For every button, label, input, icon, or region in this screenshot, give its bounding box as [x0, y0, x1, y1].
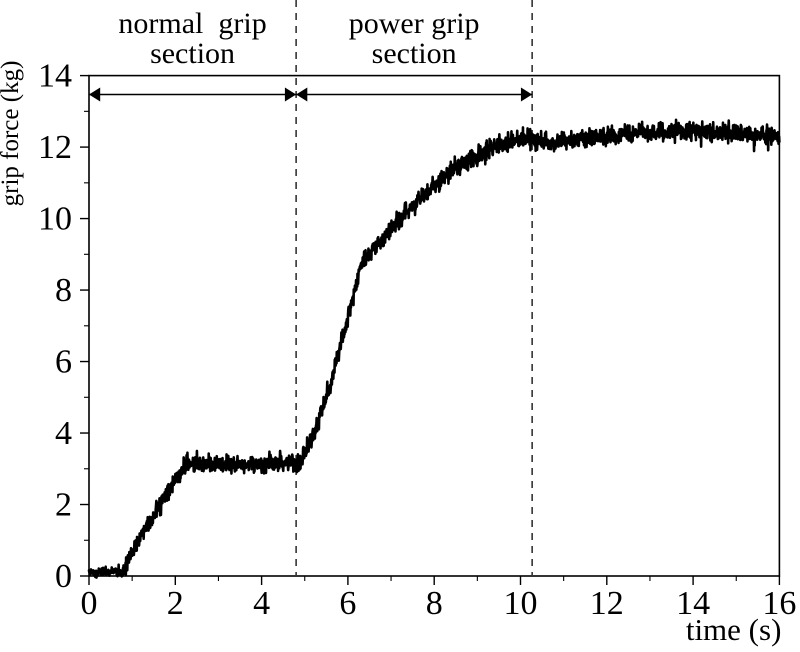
svg-text:4: 4 [253, 585, 270, 622]
svg-text:0: 0 [55, 558, 72, 595]
svg-text:section: section [150, 37, 235, 70]
svg-text:time (s): time (s) [686, 612, 782, 647]
svg-text:grip force (kg): grip force (kg) [0, 61, 24, 207]
svg-text:4: 4 [55, 415, 72, 452]
svg-text:0: 0 [81, 585, 98, 622]
svg-text:6: 6 [339, 585, 356, 622]
svg-text:power grip: power grip [349, 7, 480, 40]
svg-text:6: 6 [55, 344, 72, 381]
svg-text:14: 14 [38, 58, 72, 95]
svg-text:10: 10 [38, 201, 72, 238]
svg-text:8: 8 [426, 585, 443, 622]
svg-text:8: 8 [55, 272, 72, 309]
svg-text:10: 10 [504, 585, 538, 622]
svg-text:normal grip: normal grip [118, 7, 266, 40]
svg-text:section: section [372, 37, 457, 70]
svg-text:2: 2 [167, 585, 184, 622]
svg-text:2: 2 [55, 487, 72, 524]
svg-text:12: 12 [38, 129, 72, 166]
svg-text:12: 12 [590, 585, 624, 622]
